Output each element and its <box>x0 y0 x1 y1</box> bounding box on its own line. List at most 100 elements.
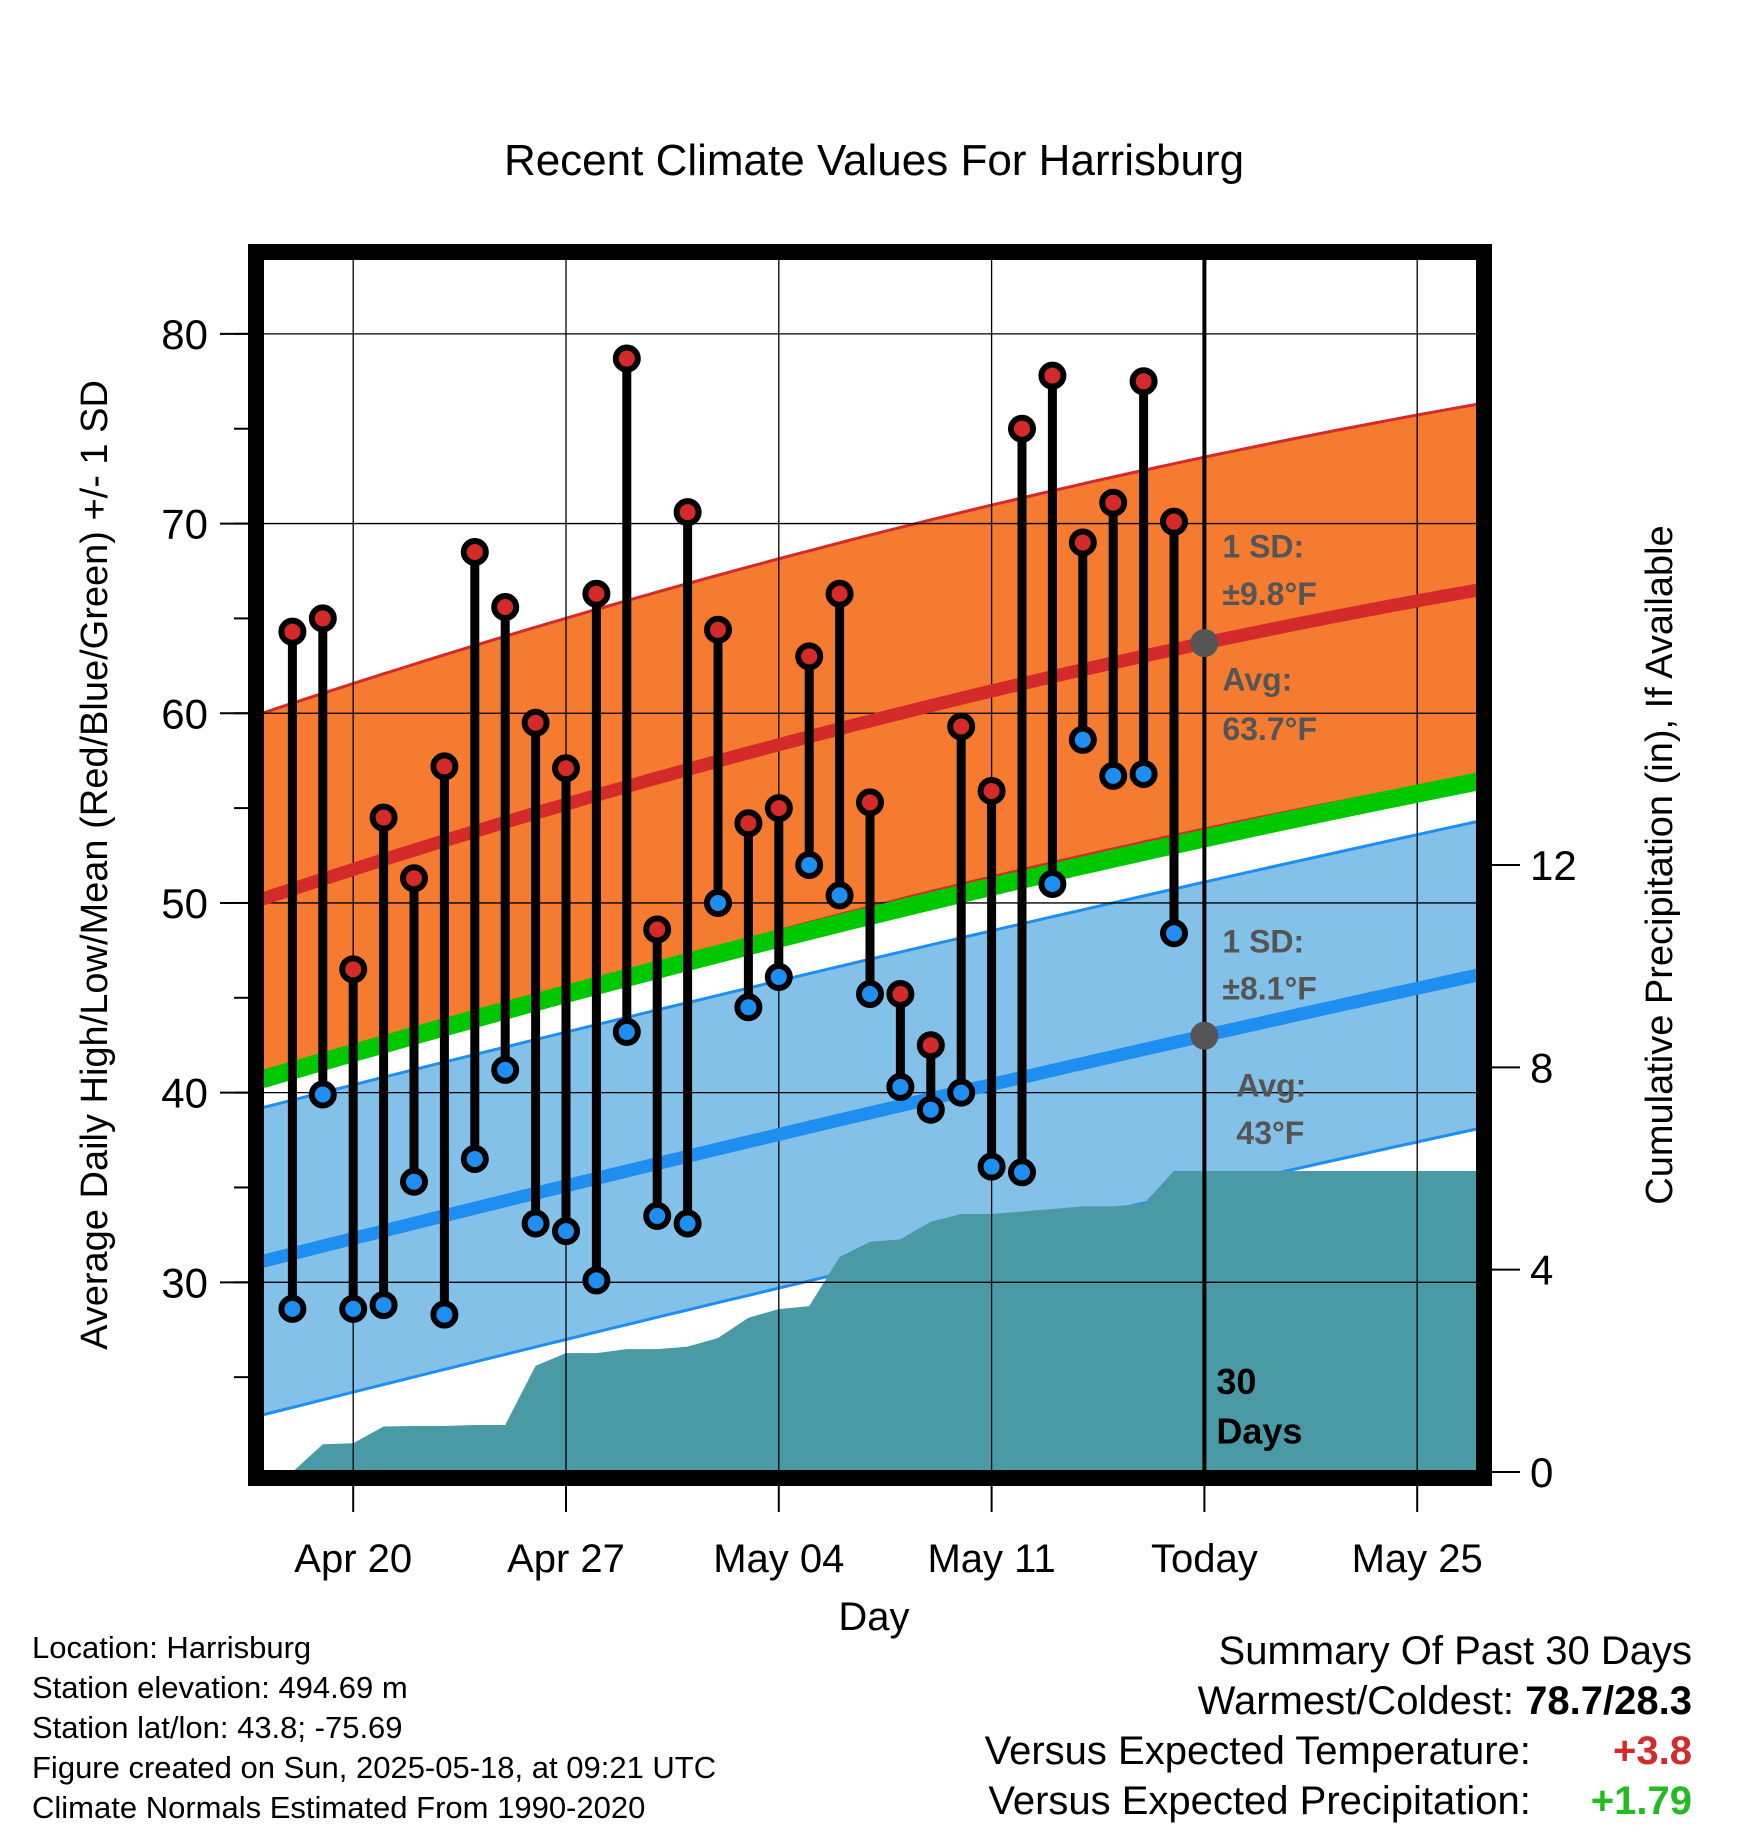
low-avg-label: Avg: <box>1236 1067 1306 1103</box>
precip-value: +1.79 <box>1590 1779 1692 1823</box>
summary-temp-row: Versus Expected Temperature: +3.8 <box>985 1726 1692 1776</box>
daily-high-point <box>369 803 398 832</box>
temp-label: Versus Expected Temperature: <box>984 1729 1531 1773</box>
daily-low-point <box>400 1167 428 1196</box>
daily-low-point <box>1160 919 1188 948</box>
x-tick-label: May 11 <box>927 1537 1055 1581</box>
y-left-tick-label: 40 <box>161 1070 208 1117</box>
daily-high-point <box>704 615 732 644</box>
daily-high-point <box>825 579 854 608</box>
low-avg-value: 43°F <box>1236 1115 1304 1151</box>
normal-high-mean-line <box>262 583 1478 906</box>
y-right-tick-label: 8 <box>1530 1044 1553 1091</box>
daily-low-point <box>764 962 793 991</box>
daily-high-point <box>916 1031 945 1060</box>
summary-panel: Summary Of Past 30 Days Warmest/Coldest:… <box>985 1626 1692 1826</box>
daily-low-point <box>491 1055 520 1084</box>
x-axis-label: Day <box>838 1595 909 1639</box>
daily-high-point <box>612 344 641 373</box>
precip-label: Versus Expected Precipitation: <box>988 1779 1531 1823</box>
station-info: Location: Harrisburg Station elevation: … <box>32 1628 716 1828</box>
x-tick-label: Apr 27 <box>507 1537 625 1581</box>
daily-high-point <box>1008 414 1036 443</box>
y-axis-label-left: Average Daily High/Low/Mean (Red/Blue/Gr… <box>74 380 116 1350</box>
high-sd-value: ±9.8°F <box>1222 576 1316 612</box>
y-right-tick-label: 0 <box>1530 1449 1553 1496</box>
daily-low-point <box>947 1078 976 1107</box>
x-tick-label: May 25 <box>1352 1537 1483 1581</box>
daily-high-point <box>795 642 824 671</box>
y-left-tick-label: 60 <box>161 690 208 737</box>
daily-high-point <box>430 752 459 781</box>
daily-high-point <box>582 579 611 608</box>
daily-high-point <box>308 604 337 633</box>
daily-low-point <box>704 888 732 917</box>
daily-low-point <box>430 1300 459 1329</box>
daily-low-point <box>308 1080 337 1109</box>
today-low-avg-marker <box>1190 1021 1219 1050</box>
y-left-tick-label: 70 <box>161 501 208 548</box>
daily-low-point <box>1008 1158 1036 1187</box>
daily-high-point <box>886 979 915 1008</box>
daily-high-point <box>947 712 976 741</box>
daily-low-point <box>643 1201 672 1230</box>
daily-high-point <box>460 538 489 567</box>
daily-high-point <box>977 777 1006 806</box>
daily-high-point <box>1129 367 1158 396</box>
latlon-text: Station lat/lon: 43.8; -75.69 <box>32 1710 403 1745</box>
daily-high-point <box>764 794 793 823</box>
created-text: Figure created on Sun, 2025-05-18, at 09… <box>32 1750 717 1785</box>
warmest-coldest-label: Warmest/Coldest: <box>1197 1679 1515 1723</box>
y-left-tick-label: 80 <box>161 311 208 358</box>
high-avg-label: Avg: <box>1222 661 1292 697</box>
high-avg-value: 63.7°F <box>1222 711 1317 747</box>
daily-low-point <box>552 1217 580 1246</box>
daily-low-point <box>612 1017 641 1046</box>
daily-low-point <box>1038 869 1067 898</box>
chart-title: Recent Climate Values For Harrisburg <box>504 136 1244 185</box>
warmest-coldest-value: 78.7/28.3 <box>1525 1679 1692 1723</box>
daily-low-point <box>369 1291 398 1320</box>
daily-high-point <box>1038 361 1067 390</box>
daily-low-point <box>1099 761 1128 790</box>
daily-high-point <box>1099 488 1128 517</box>
y-right-tick-label: 12 <box>1530 842 1577 889</box>
y-left-tick-label: 50 <box>161 880 208 927</box>
daily-high-point <box>673 498 702 527</box>
daily-high-point <box>856 788 884 817</box>
daily-high-point <box>1160 507 1188 536</box>
daily-high-point <box>734 809 763 838</box>
normals-text: Climate Normals Estimated From 1990-2020 <box>32 1790 646 1825</box>
daily-low-point <box>339 1294 368 1323</box>
window-label-number: 30 <box>1216 1361 1256 1402</box>
low-sd-value: ±8.1°F <box>1222 971 1316 1007</box>
y-right-tick-label: 4 <box>1530 1247 1553 1294</box>
cumulative-precip-area <box>292 1171 1478 1472</box>
temp-value: +3.8 <box>1613 1729 1692 1773</box>
high-sd-label: 1 SD: <box>1222 529 1304 565</box>
daily-high-point <box>339 955 368 984</box>
x-tick-label: Apr 20 <box>294 1537 412 1581</box>
summary-precip-row: Versus Expected Precipitation: +1.79 <box>985 1776 1692 1826</box>
daily-low-point <box>460 1145 489 1174</box>
elevation-text: Station elevation: 494.69 m <box>32 1670 408 1705</box>
daily-low-point <box>734 993 763 1022</box>
daily-high-point <box>521 708 550 737</box>
daily-low-point <box>977 1152 1006 1181</box>
normal-low-mean-line <box>262 968 1478 1268</box>
x-tick-label: May 04 <box>713 1537 844 1581</box>
low-sd-label: 1 SD: <box>1222 923 1304 959</box>
daily-high-point <box>1068 528 1097 557</box>
daily-high-point <box>400 864 428 893</box>
daily-low-point <box>521 1209 550 1238</box>
daily-high-point <box>552 754 580 783</box>
x-tick-label: Today <box>1151 1537 1258 1581</box>
daily-low-point <box>795 851 824 879</box>
daily-high-point <box>643 915 672 944</box>
daily-low-point <box>886 1072 915 1101</box>
location-text: Location: Harrisburg <box>32 1630 312 1665</box>
daily-low-point <box>673 1209 702 1238</box>
daily-low-point <box>1129 759 1158 788</box>
y-left-tick-label: 30 <box>161 1259 208 1306</box>
